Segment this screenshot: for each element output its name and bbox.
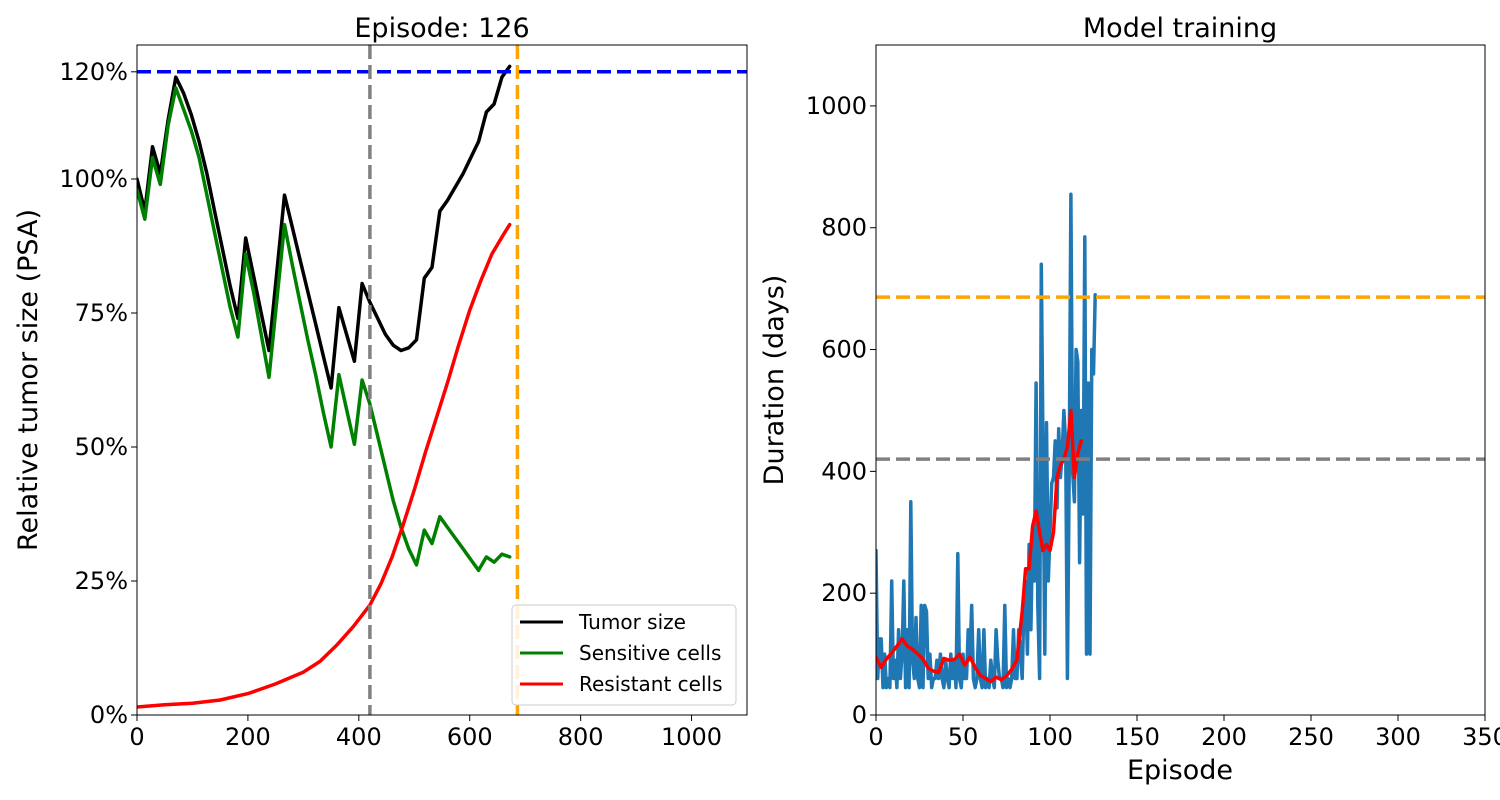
right-xtick-label: 250 (1288, 723, 1334, 751)
legend-label-resistant: Resistant cells (579, 672, 723, 696)
left-ytick-label: 25% (75, 567, 128, 595)
right-xtick-label: 150 (1114, 723, 1160, 751)
left-xtick-label: 400 (336, 723, 382, 751)
legend-box (511, 604, 737, 706)
right-xtick-label: 100 (1027, 723, 1073, 751)
right-xtick-label: 50 (948, 723, 979, 751)
right-ylabel: Duration (days) (759, 275, 790, 486)
right-ytick-label: 800 (821, 214, 867, 242)
left-series-resistant (137, 222, 512, 709)
right-xtick-label: 200 (1201, 723, 1247, 751)
right-axes-frame (875, 44, 1486, 716)
right-xtick-label: 350 (1462, 723, 1500, 751)
left-ytick-label: 75% (75, 299, 128, 327)
legend-label-tumor: Tumor size (578, 610, 686, 634)
left-axes-frame (136, 44, 748, 716)
left-ytick-label: 50% (75, 433, 128, 461)
left-series-sensitive (137, 86, 512, 573)
right-xlabel: Episode (1127, 755, 1233, 786)
right-ytick-label: 200 (821, 579, 867, 607)
right-series-rolling-mean (876, 408, 1084, 684)
left-ytick-label: 120% (59, 58, 128, 86)
legend: Tumor size Sensitive cells Resistant cel… (511, 604, 737, 706)
right-xtick-label: 300 (1375, 723, 1421, 751)
right-ytick-label: 400 (821, 457, 867, 485)
right-title: Model training (1083, 13, 1277, 44)
left-xtick-label: 200 (225, 723, 271, 751)
right-xtick-label: 0 (868, 723, 883, 751)
left-ytick-label: 100% (59, 165, 128, 193)
left-xtick-label: 600 (447, 723, 493, 751)
left-ytick-label: 0% (90, 701, 128, 729)
left-xtick-label: 0 (129, 723, 144, 751)
right-ytick-label: 0 (852, 701, 867, 729)
right-ytick-label: 600 (821, 336, 867, 364)
left-xtick-label: 800 (558, 723, 604, 751)
right-plot-area: 0 50 100 150 200 250 300 350 0 200 400 600 800 1000 (806, 92, 1500, 751)
left-series-tumor (137, 64, 512, 390)
right-series-duration (876, 192, 1097, 690)
legend-label-sensitive: Sensitive cells (579, 641, 721, 665)
left-plot-area: 0 200 400 600 800 1000 0% 25% 50% 75% 100% 120% (59, 45, 747, 751)
right-panel: Model training Episode Duration (days) 0… (759, 13, 1500, 786)
left-panel: Episode: 126 Relative tumor size (PSA) 0… (13, 13, 748, 751)
right-ytick-label: 1000 (806, 92, 867, 120)
left-ylabel: Relative tumor size (PSA) (13, 209, 44, 551)
left-xtick-label: 1000 (661, 723, 722, 751)
left-title: Episode: 126 (354, 13, 529, 44)
